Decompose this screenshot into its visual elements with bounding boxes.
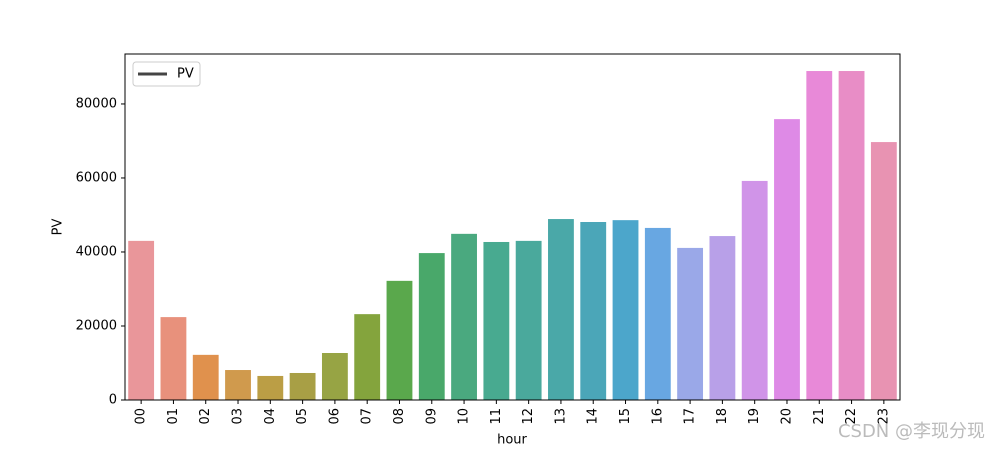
bar	[160, 317, 187, 400]
x-tick-label: 19	[747, 408, 762, 425]
x-tick-label: 18	[715, 408, 730, 425]
x-tick-label: 12	[521, 408, 536, 425]
x-tick-label: 13	[553, 408, 568, 425]
x-tick-label: 08	[392, 408, 407, 425]
bar	[515, 240, 542, 400]
x-tick-label: 05	[295, 408, 310, 425]
bar	[806, 71, 833, 400]
y-axis-label: PV	[51, 219, 66, 236]
bar	[644, 227, 671, 400]
bar	[709, 236, 736, 400]
bar	[838, 71, 865, 400]
y-tick-label: 0	[109, 393, 117, 408]
bar	[741, 180, 768, 400]
bar	[386, 280, 413, 400]
bar	[677, 247, 704, 400]
x-tick-label: 16	[650, 408, 665, 425]
bar	[257, 375, 284, 400]
x-tick-label: 03	[231, 408, 246, 425]
bar	[580, 222, 607, 400]
x-tick-label: 20	[779, 408, 794, 425]
x-tick-label: 06	[327, 408, 342, 425]
x-tick-label: 21	[812, 408, 827, 425]
bar	[192, 354, 219, 400]
x-tick-label: 23	[876, 408, 891, 425]
bar	[548, 219, 574, 400]
x-tick-label: 04	[263, 408, 278, 425]
x-tick-label: 15	[618, 408, 633, 425]
y-tick-label: 60000	[76, 170, 117, 185]
bar	[483, 241, 510, 400]
x-tick-label: 07	[360, 408, 375, 425]
bar	[612, 220, 639, 400]
x-tick-label: 17	[683, 408, 698, 425]
plot-frame	[124, 53, 901, 401]
x-tick-label: 11	[489, 408, 504, 425]
x-tick-label: 14	[586, 408, 601, 425]
x-tick-label: 00	[134, 408, 149, 425]
y-tick-label: 20000	[76, 318, 117, 333]
watermark: CSDN @李现分现	[838, 421, 985, 442]
x-axis-label: hour	[497, 433, 527, 448]
x-tick-label: 10	[457, 408, 472, 425]
bar	[870, 142, 897, 400]
x-tick-label: 22	[844, 408, 859, 425]
bar	[289, 372, 316, 400]
x-tick-label: 01	[166, 408, 181, 425]
bar	[774, 119, 800, 401]
x-tick-label: 09	[424, 408, 439, 425]
bar	[128, 240, 155, 400]
y-tick-label: 80000	[76, 96, 117, 111]
y-tick-label: 40000	[76, 244, 117, 259]
bar	[418, 253, 445, 400]
x-tick-label: 02	[198, 408, 213, 425]
bar	[354, 314, 381, 400]
bar	[321, 353, 348, 400]
bar	[451, 233, 477, 400]
legend-label: PV	[177, 67, 194, 82]
bar	[225, 370, 251, 400]
